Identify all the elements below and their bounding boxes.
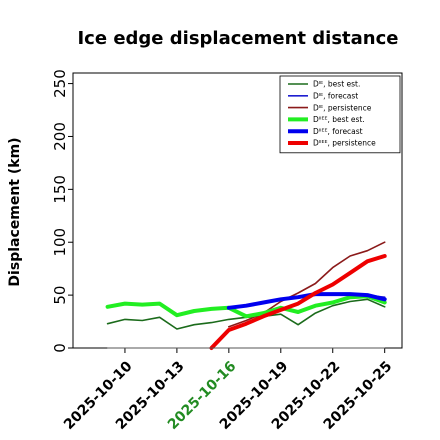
series-line-d-iiee-persistence xyxy=(209,254,387,350)
y-axis: 0 50 100 150 200 250 xyxy=(51,69,73,353)
legend: Dᴵᴱ, best est. Dᴵᴱ, forecast Dᴵᴱ, persiste… xyxy=(279,75,401,154)
series-line-d-iiee-best-est xyxy=(105,294,387,319)
series-layer xyxy=(105,241,387,350)
legend-entry-label: Dᴵᴵᴱᴱ, persistence xyxy=(313,139,376,148)
x-axis: 2025-10-102025-10-132025-10-162025-10-19… xyxy=(61,348,395,433)
legend-entry-label: Dᴵᴱ, best est. xyxy=(313,80,360,89)
legend-entry-label: Dᴵᴱ, persistence xyxy=(313,103,372,112)
y-tick-label: 200 xyxy=(51,122,69,151)
y-tick-label: 0 xyxy=(51,343,69,353)
legend-entry-label: Dᴵᴱ, forecast xyxy=(313,92,358,101)
y-axis-label: Displacement (km) xyxy=(7,137,23,286)
chart-title: Ice edge displacement distance xyxy=(77,28,398,49)
legend-entry-label: Dᴵᴵᴱᴱ, forecast xyxy=(313,127,363,136)
legend-entry-label: Dᴵᴵᴱᴱ, best est. xyxy=(313,115,365,124)
series-line-d-iiee-forecast xyxy=(226,292,387,310)
legend-box xyxy=(279,75,401,154)
y-tick-label: 50 xyxy=(51,286,69,305)
y-tick-label: 100 xyxy=(51,228,69,257)
series-line-d-ie-persistence xyxy=(228,241,386,328)
y-tick-label: 250 xyxy=(51,69,69,98)
y-tick-label: 150 xyxy=(51,175,69,204)
